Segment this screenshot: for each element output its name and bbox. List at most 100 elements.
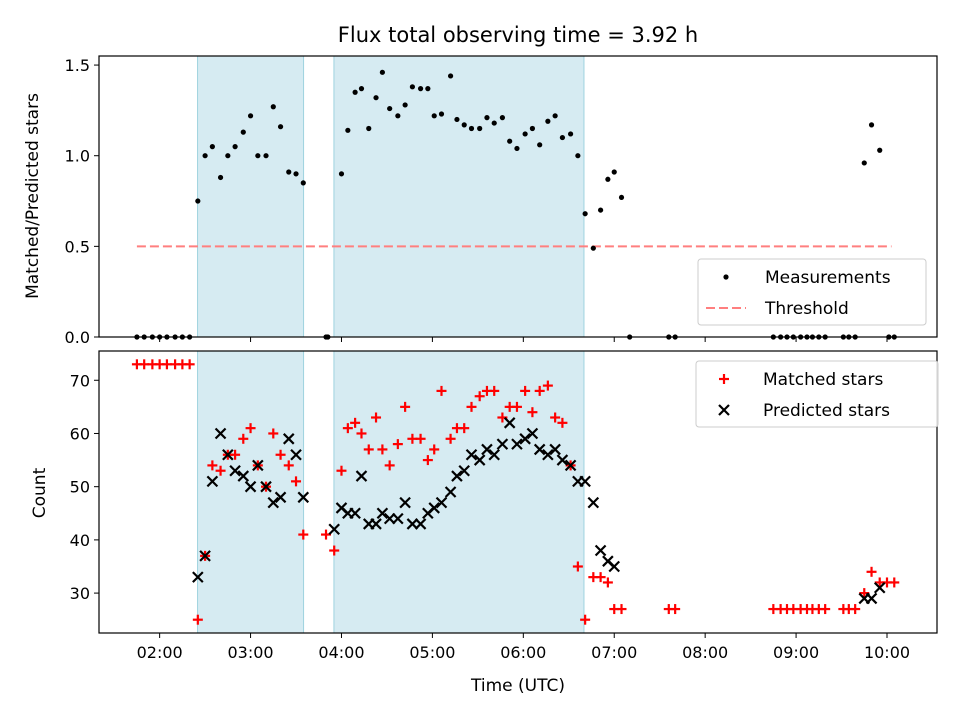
measurement-point	[559, 134, 566, 141]
matched-star-marker	[572, 561, 583, 572]
measurement-point	[338, 171, 345, 177]
measurement-point	[217, 174, 224, 181]
predicted-x-b	[370, 518, 382, 530]
predicted-x-b	[519, 433, 531, 445]
predicted-star-marker	[206, 475, 219, 488]
matched-star-marker	[527, 407, 538, 418]
top-ylabel: Matched/Predicted stars	[23, 93, 43, 299]
bottom-panel: 30 40 50 60 70 02:00 03:00 04:00 05:00 06:00 07:00…	[70, 350, 939, 662]
x-tick-label: 04:00	[318, 643, 364, 662]
legend-label: Matched stars	[763, 370, 883, 390]
axes-frame	[98, 350, 938, 634]
predicted-x-b	[533, 443, 546, 456]
predicted-x-b	[328, 523, 340, 536]
legend: Measurements Threshold	[697, 258, 927, 326]
predicted-star-marker	[496, 438, 509, 450]
matched-star-marker	[580, 614, 591, 625]
matched-star-marker	[400, 401, 411, 412]
legend-label: Measurements	[765, 268, 891, 288]
measurement-point	[597, 207, 604, 213]
predicted-star-marker	[376, 507, 389, 520]
bottom-xlabel: Time (UTC)	[470, 676, 565, 696]
measurement-point	[454, 116, 460, 123]
observing-interval-band	[333, 350, 585, 634]
observing-interval-band	[197, 55, 305, 338]
legend-dot-marker	[723, 274, 729, 280]
matched-star-marker	[192, 614, 203, 625]
measurement-point	[567, 131, 574, 137]
predicted-x-b	[465, 448, 478, 461]
predicted-star-marker	[556, 454, 569, 466]
matched-star-marker	[275, 449, 286, 460]
predicted-star-marker	[549, 443, 561, 456]
measurement-point	[491, 120, 497, 126]
matched-star-marker	[415, 433, 426, 444]
x-tick-label: 10:00	[864, 643, 910, 662]
matched-star-marker	[489, 385, 500, 396]
predicted-x-b	[435, 496, 448, 509]
predicted-star-marker	[328, 523, 340, 536]
x-tick-label: 06:00	[500, 643, 546, 662]
predicted-star-marker	[608, 560, 621, 573]
measurement-point	[395, 113, 401, 119]
matched-star-marker	[350, 417, 361, 428]
y-tick-label: 1.5	[65, 56, 90, 75]
predicted-x-b	[564, 459, 577, 472]
measurement-point	[575, 153, 581, 159]
y-tick-label: 0.5	[65, 237, 90, 256]
predicted-x-b	[428, 502, 440, 514]
measurement-point	[611, 169, 617, 175]
measurement-point	[537, 142, 543, 148]
measurement-point	[590, 245, 596, 251]
predicted-x-b	[274, 491, 287, 504]
predicted-star-marker	[214, 427, 227, 440]
predicted-x-b	[376, 507, 389, 520]
predicted-star-marker	[473, 454, 486, 466]
matched-star-marker	[616, 604, 627, 615]
matched-star-marker	[557, 417, 568, 428]
predicted-x-b	[458, 464, 470, 477]
matched-star-marker	[445, 433, 456, 444]
predicted-star-marker	[511, 438, 523, 450]
matched-star-marker	[329, 545, 340, 556]
predicted-star-marker	[587, 496, 600, 509]
measurement-point	[499, 115, 506, 121]
predicted-x-b	[602, 555, 614, 567]
predicted-star-marker	[260, 480, 272, 493]
matched-star-marker	[230, 449, 241, 460]
legend-box	[695, 360, 939, 428]
measurement-point	[209, 144, 215, 150]
chart-title: Flux total observing time = 3.92 h	[338, 23, 698, 47]
predicted-x-b	[399, 496, 411, 509]
matched-star-marker	[820, 604, 831, 615]
matched-star-marker	[363, 444, 374, 455]
x-tick-label: 03:00	[228, 643, 274, 662]
predicted-star-marker	[192, 571, 204, 583]
matched-star-marker	[542, 380, 553, 391]
matched-star-marker	[670, 604, 681, 615]
predicted-star-marker	[579, 475, 591, 488]
predicted-x-b	[608, 560, 621, 573]
predicted-star-marker	[252, 459, 264, 472]
predicted-star-marker	[526, 427, 539, 440]
matched-star-marker	[550, 412, 561, 423]
x-tick-label: 05:00	[409, 643, 455, 662]
measurement-point	[552, 113, 558, 119]
measurement-point	[868, 122, 875, 128]
legend-label: Predicted stars	[763, 401, 890, 421]
measurement-point	[366, 125, 372, 132]
predicted-x-b	[229, 464, 241, 477]
measurement-point	[202, 153, 208, 159]
matched-star-marker	[342, 423, 353, 434]
measurement-point	[293, 171, 299, 177]
predicted-star-marker	[873, 581, 886, 594]
measurement-point	[373, 95, 379, 101]
measurement-point	[529, 125, 536, 132]
predicted-star-marker	[274, 491, 287, 504]
measurement-point	[263, 153, 269, 159]
predicted-star-marker	[435, 496, 448, 509]
matched-star-marker	[321, 529, 332, 540]
y-tick-label: 70	[70, 371, 90, 390]
y-tick-label: 0.0	[65, 328, 90, 347]
predicted-star-marker	[355, 470, 368, 482]
